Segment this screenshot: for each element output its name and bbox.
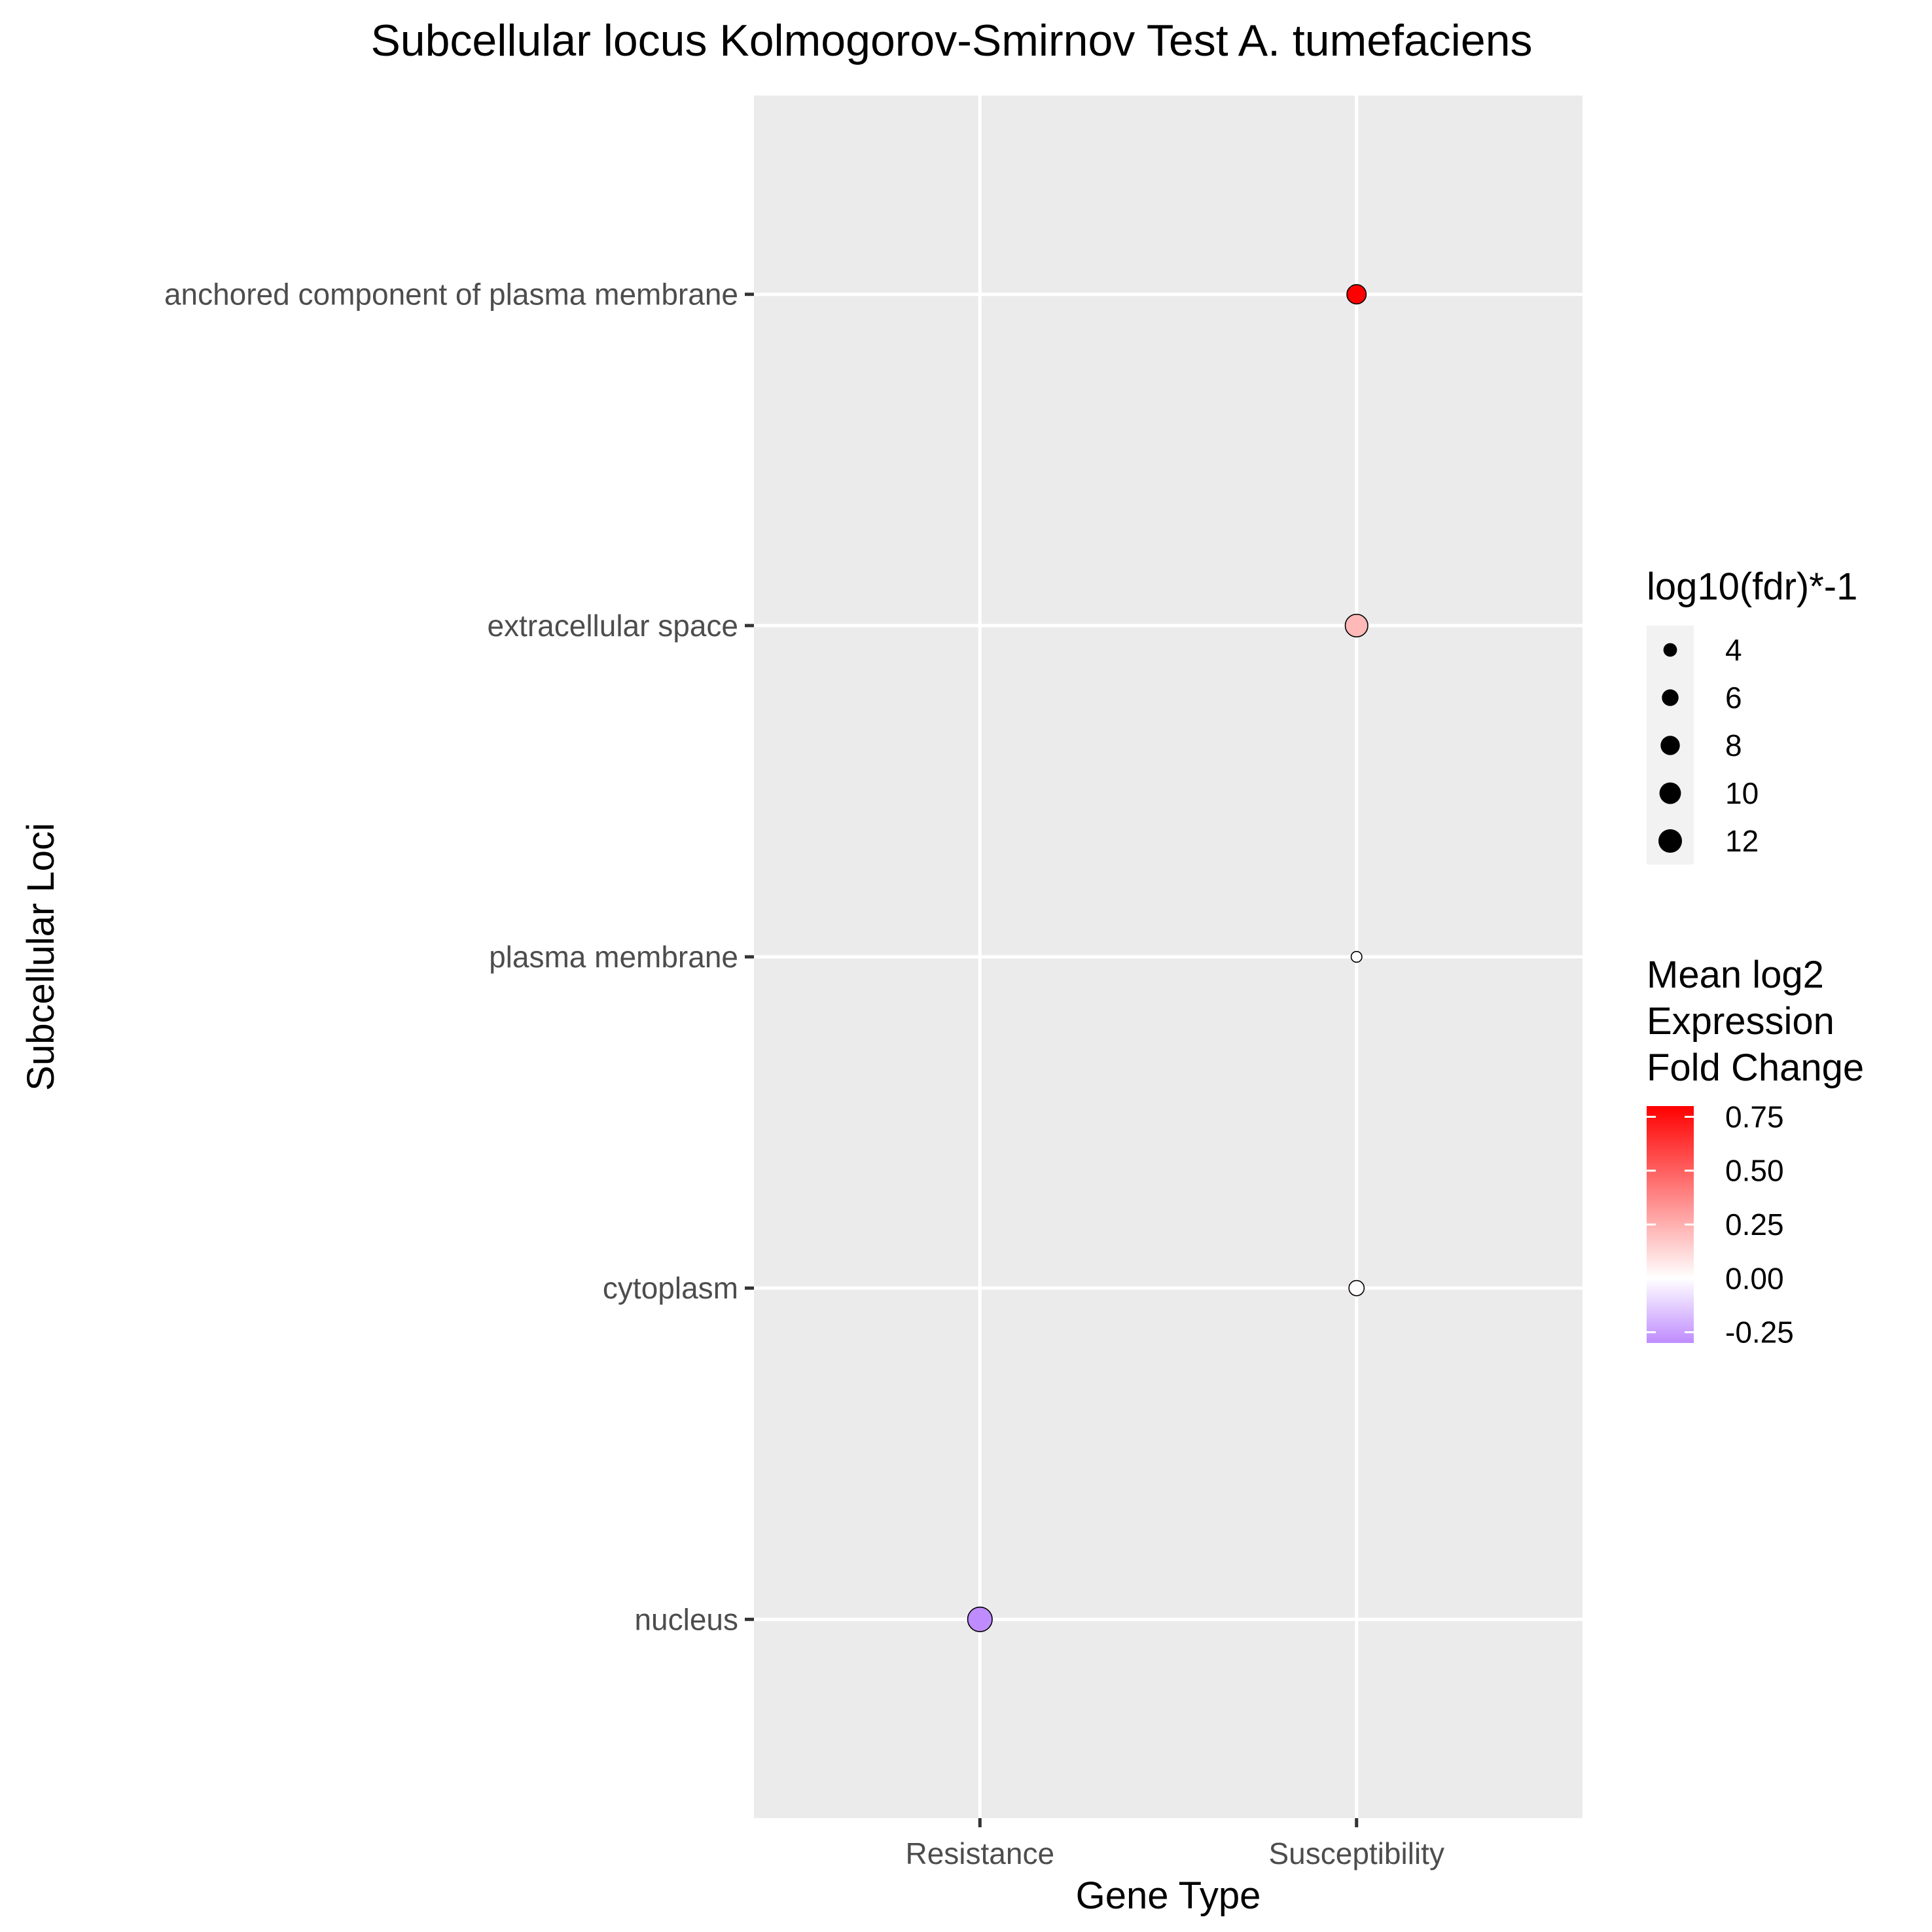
size-legend-key-10 (1659, 782, 1681, 804)
size-legend-items: 4 6 8 10 12 (1658, 633, 1759, 858)
y-tick-label-anchored-component-of-plasma-membrane: anchored component of plasma membrane (164, 277, 738, 312)
chart-title: Subcellular locus Kolmogorov-Smirnov Tes… (370, 16, 1532, 65)
grid-lines (754, 96, 1583, 1818)
point-susceptibility-plasma-membrane (1350, 950, 1363, 963)
color-legend-label-2: 0.25 (1725, 1208, 1784, 1242)
size-legend-key-12 (1658, 829, 1683, 853)
x-tick-label-resistance: Resistance (905, 1836, 1054, 1870)
point-susceptibility-anchored-component-of-plasma-membrane (1346, 284, 1367, 305)
size-legend-key-6 (1662, 689, 1679, 706)
size-legend-label-8: 8 (1725, 728, 1742, 762)
size-legend-label-6: 6 (1725, 681, 1742, 715)
size-legend-label-10: 10 (1725, 776, 1759, 810)
y-tick-label-nucleus: nucleus (634, 1602, 738, 1636)
color-legend-title-line-2: Expression (1647, 1000, 1834, 1043)
color-legend-items: 0.75 0.50 0.25 0.00 -0.25 (1647, 1100, 1794, 1350)
color-legend-label-1: 0.50 (1725, 1154, 1784, 1188)
y-axis-tick-labels: anchored component of plasma membrane ext… (164, 277, 738, 1637)
color-legend-label-3: 0.00 (1725, 1261, 1784, 1295)
size-legend-label-4: 4 (1725, 633, 1742, 667)
x-axis-tick-labels: Resistance Susceptibility (905, 1836, 1444, 1870)
color-legend: Mean log2 Expression Fold Change 0.75 0.5… (1647, 954, 1864, 1350)
size-legend: log10(fdr)*-1 4 6 8 10 12 (1647, 565, 1857, 865)
color-legend-label-0: 0.75 (1725, 1100, 1784, 1134)
x-axis-title: Gene Type (1076, 1874, 1261, 1917)
point-resistance-nucleus (967, 1606, 993, 1632)
point-susceptibility-cytoplasm (1348, 1279, 1365, 1297)
data-points (967, 284, 1368, 1632)
y-tick-label-plasma-membrane: plasma membrane (489, 940, 738, 974)
axis-ticks (745, 293, 1359, 1827)
color-legend-title-line-1: Mean log2 (1647, 954, 1824, 996)
size-legend-label-12: 12 (1725, 824, 1759, 858)
point-susceptibility-extracellular-space (1344, 613, 1368, 637)
x-tick-label-susceptibility: Susceptibility (1269, 1836, 1444, 1870)
size-legend-title: log10(fdr)*-1 (1647, 565, 1857, 608)
y-tick-label-extracellular-space: extracellular space (487, 609, 738, 643)
size-legend-key-8 (1660, 736, 1680, 755)
y-axis-title: Subcellular Loci (20, 823, 62, 1090)
size-legend-key-4 (1663, 643, 1677, 657)
color-legend-label-4: -0.25 (1725, 1315, 1794, 1350)
color-legend-title-line-3: Fold Change (1647, 1046, 1864, 1089)
y-tick-label-cytoplasm: cytoplasm (603, 1271, 738, 1305)
